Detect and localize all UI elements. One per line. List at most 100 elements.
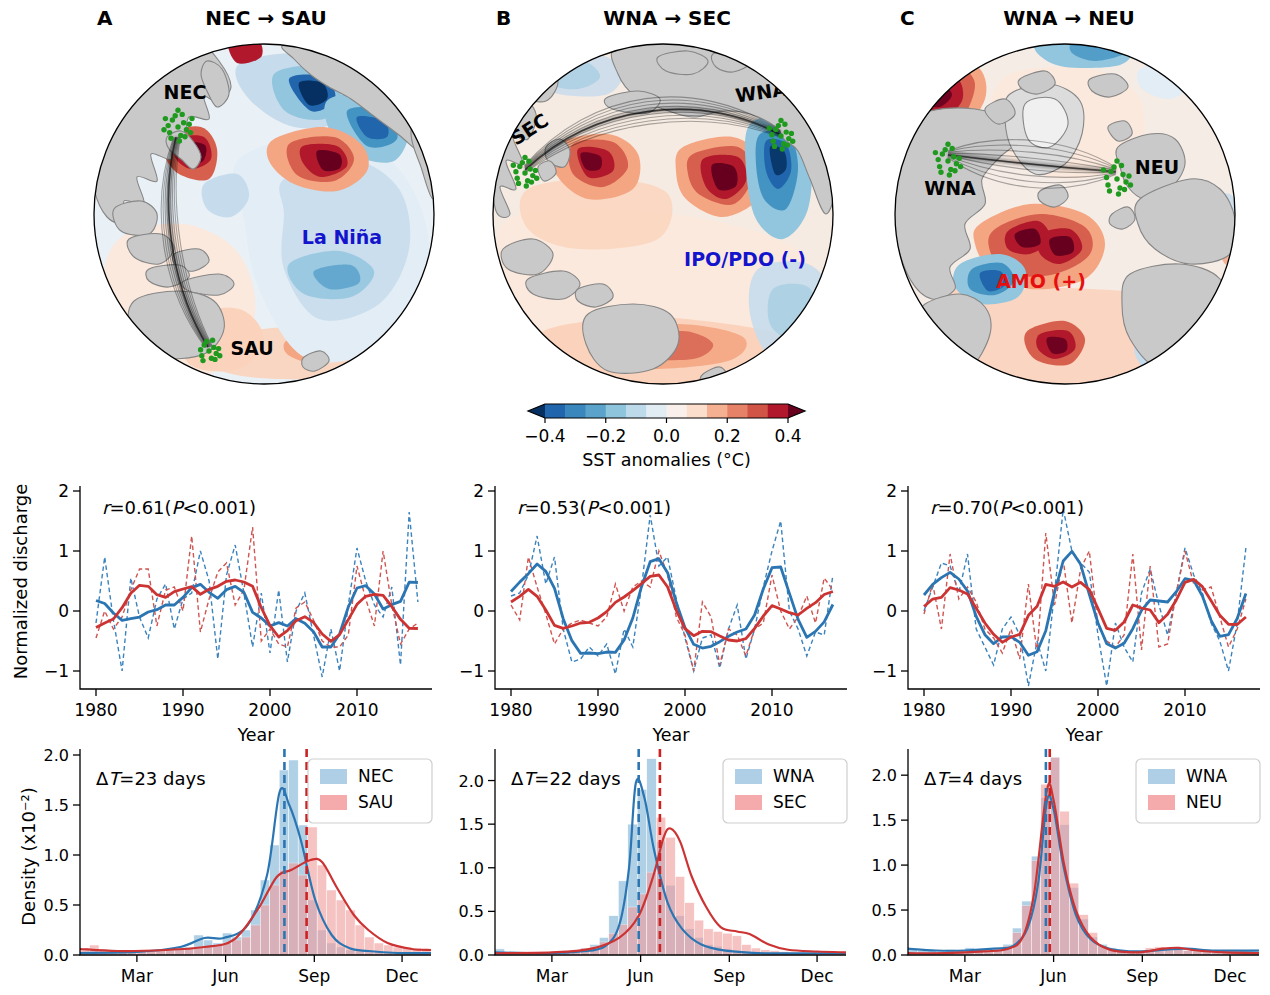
- delta-t-annotation: ΔT=4 days: [924, 768, 1022, 789]
- density-panel-a: 0.0 0.5 1.0 1.5 2.0 Mar Jun Sep Dec ΔT=23 days NEC…: [40, 745, 470, 995]
- legend-label-red: SEC: [773, 792, 806, 812]
- colorbar-tick: 0.4: [774, 426, 801, 446]
- panel-b-title: WNA → SEC: [603, 6, 731, 30]
- y-tick: 1.5: [44, 796, 69, 815]
- region-label: NEU: [1135, 156, 1179, 178]
- panel-a-title: NEC → SAU: [205, 6, 326, 30]
- density-panel-c: 0.00.51.01.52.0MarJunSepDecΔT=4 daysWNAN…: [868, 745, 1270, 995]
- map-panel-a: NEC SAU La Niña: [89, 39, 439, 389]
- map-panel-c: WNA NEU AMO (+): [890, 39, 1240, 389]
- legend: NEC SAU: [308, 759, 432, 823]
- panel-c-letter: C: [900, 6, 915, 30]
- delta-t-annotation: ΔT=22 days: [511, 768, 621, 789]
- y-tick: 1: [58, 541, 69, 561]
- y-tick: 2: [58, 481, 69, 501]
- y-tick: 2.0: [459, 772, 484, 791]
- series-blue-smoothed: [511, 559, 833, 654]
- panel-a-letter: A: [97, 6, 112, 30]
- legend-label-blue: NEC: [358, 766, 393, 786]
- x-tick: Jun: [626, 966, 654, 986]
- y-tick: −1: [44, 661, 69, 681]
- x-axis-label: Year: [236, 725, 275, 745]
- colorbar-tick: 0.0: [653, 426, 680, 446]
- x-tick: 2000: [1076, 700, 1119, 720]
- legend: WNA NEU: [1136, 759, 1260, 823]
- histogram-red: [495, 817, 846, 955]
- region-label: WNA: [924, 177, 976, 199]
- legend: WNA SEC: [723, 759, 847, 823]
- y-tick: 0: [58, 601, 69, 621]
- timeseries-y-axis-label: Normalized discharge: [10, 457, 31, 707]
- x-tick: 1990: [161, 700, 204, 720]
- y-tick: 0: [473, 601, 484, 621]
- x-axis-label: Year: [651, 725, 690, 745]
- x-tick: 1980: [902, 700, 945, 720]
- figure-canvas: A NEC → SAU B WNA → SEC C WNA → NEU NEC S…: [0, 0, 1270, 995]
- correlation-annotation: r=0.61(P<0.001): [102, 497, 256, 518]
- y-tick: 2: [473, 481, 484, 501]
- x-tick: 1980: [74, 700, 117, 720]
- panel-c-title: WNA → NEU: [1003, 6, 1135, 30]
- x-tick: 2010: [1163, 700, 1206, 720]
- correlation-annotation: r=0.70(P<0.001): [930, 497, 1084, 518]
- colorbar-label: SST anomalies (°C): [582, 450, 751, 470]
- x-tick: 2010: [750, 700, 793, 720]
- x-tick: Dec: [801, 966, 834, 986]
- y-tick: 0: [886, 601, 897, 621]
- y-tick: 0.5: [459, 902, 484, 921]
- climate-mode-label: AMO (+): [996, 270, 1086, 292]
- colorbar-tick: −0.2: [585, 426, 626, 446]
- y-tick: 0.0: [872, 946, 897, 965]
- x-tick: 1990: [576, 700, 619, 720]
- climate-mode-label: La Niña: [302, 226, 382, 248]
- x-tick: Sep: [713, 966, 745, 986]
- y-tick: 0.0: [44, 946, 69, 965]
- histogram-red: [80, 827, 431, 955]
- x-tick: Mar: [536, 966, 568, 986]
- legend-label-red: NEU: [1186, 792, 1222, 812]
- correlation-annotation: r=0.53(P<0.001): [517, 497, 671, 518]
- x-tick: Sep: [298, 966, 330, 986]
- x-tick: Dec: [386, 966, 419, 986]
- region-label: NEC: [164, 81, 207, 103]
- x-tick: 2000: [663, 700, 706, 720]
- delta-t-annotation: ΔT=23 days: [96, 768, 206, 789]
- y-tick: −1: [872, 661, 897, 681]
- colorbar-tick: −0.4: [524, 426, 565, 446]
- x-tick: Jun: [211, 966, 239, 986]
- x-tick: 1990: [989, 700, 1032, 720]
- timeseries-panel-a: 210−11980199020002010Yearr=0.61(P<0.001): [40, 478, 470, 750]
- y-tick: −1: [459, 661, 484, 681]
- map-panel-b: SECWNAIPO/PDO (-): [488, 39, 838, 389]
- y-tick: 0.5: [44, 896, 69, 915]
- y-tick: 1.5: [872, 811, 897, 830]
- colorbar: −0.4−0.20.00.20.4SST anomalies (°C): [495, 398, 835, 476]
- y-tick: 1: [473, 541, 484, 561]
- y-tick: 1.0: [459, 859, 484, 878]
- y-tick: 1.5: [459, 815, 484, 834]
- y-tick: 2: [886, 481, 897, 501]
- region-label: SAU: [230, 337, 273, 359]
- x-tick: Sep: [1126, 966, 1158, 986]
- x-tick: 2010: [335, 700, 378, 720]
- x-tick: Mar: [121, 966, 153, 986]
- y-tick: 0.5: [872, 901, 897, 920]
- timeseries-panel-b: 2 1 0 −11980 1990 2000 2010 Year r=0.53(P<0.001): [455, 478, 885, 750]
- density-y-axis-label: Density (x10⁻²): [18, 752, 39, 962]
- x-tick: 1980: [489, 700, 532, 720]
- x-axis-label: Year: [1064, 725, 1103, 745]
- y-tick: 2.0: [44, 746, 69, 765]
- y-tick: 1: [886, 541, 897, 561]
- x-tick: Mar: [949, 966, 981, 986]
- legend-label-red: SAU: [358, 792, 393, 812]
- panel-b-letter: B: [496, 6, 511, 30]
- y-tick: 1.0: [44, 846, 69, 865]
- y-tick: 2.0: [872, 766, 897, 785]
- climate-mode-label: IPO/PDO (-): [684, 248, 806, 270]
- y-tick: 1.0: [872, 856, 897, 875]
- legend-label-blue: WNA: [1186, 766, 1228, 786]
- legend-label-blue: WNA: [773, 766, 815, 786]
- y-tick: 0.0: [459, 946, 484, 965]
- timeseries-panel-c: 2 1 0 −11980 1990 2000 2010 Year r=0.70(P<0.001): [868, 478, 1270, 750]
- series-blue-annual: [924, 509, 1246, 686]
